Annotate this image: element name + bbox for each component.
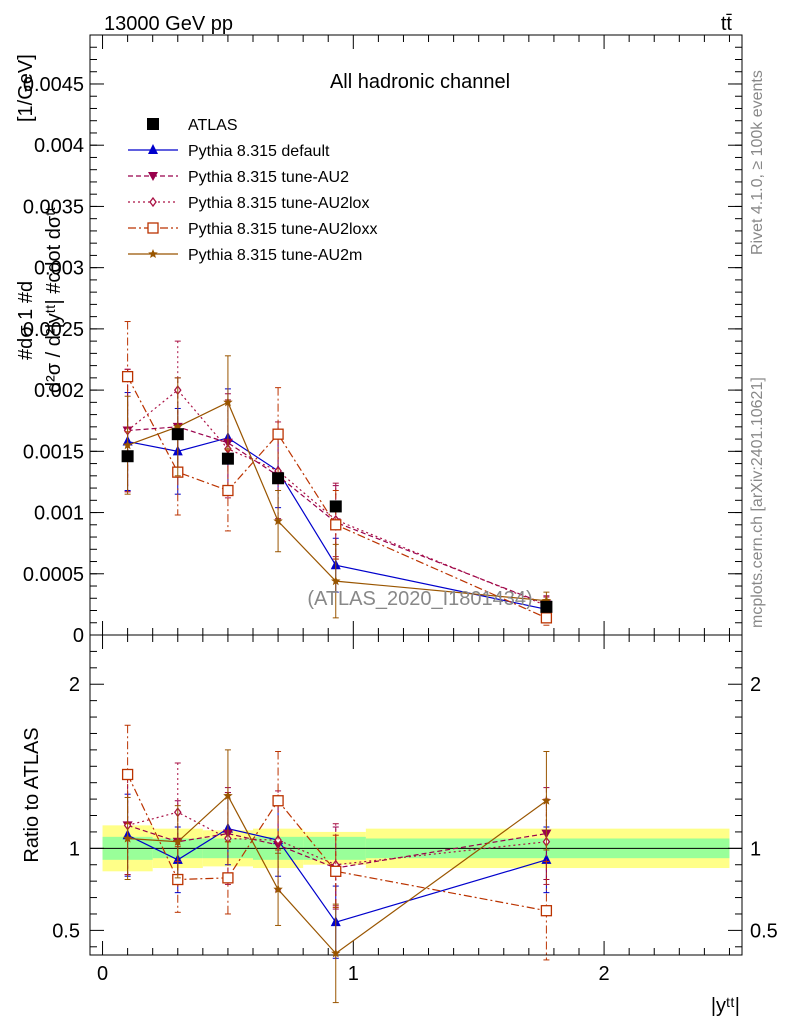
series-4-ratio-point — [121, 768, 134, 781]
series-1-ratio-line — [127, 828, 547, 923]
series-4-point — [121, 370, 134, 383]
series-5-point — [541, 595, 552, 605]
series-5-ratio-point — [173, 836, 183, 846]
y-tick-label: 0.0045 — [23, 74, 84, 96]
series-0-point — [121, 450, 134, 463]
series-5-ratio-line — [127, 794, 547, 955]
x-tick-label: 0 — [97, 963, 108, 985]
series-5-ratio-point — [331, 948, 341, 958]
legend-item: ATLAS — [147, 117, 238, 134]
legend-item: Pythia 8.315 default — [128, 143, 330, 160]
y-tick-label: 0.004 — [34, 135, 84, 157]
series-5-point — [273, 516, 283, 526]
legend-marker — [147, 222, 159, 234]
rivet-label: Rivet 4.1.0, ≥ 100k events — [749, 70, 766, 255]
legend-marker — [149, 196, 157, 208]
x-axis-label: |yᵗᵗ| — [711, 995, 740, 1017]
y-tick-label: 0.002 — [34, 380, 84, 402]
series-4-point — [222, 484, 234, 497]
ratio-plot-frame — [89, 634, 743, 956]
legend-label: Pythia 8.315 tune-AU2m — [188, 247, 362, 264]
series-0-point — [272, 472, 285, 485]
series-0-point — [221, 452, 234, 465]
y-axis-label-main: d²σ / d²|yᵗᵗ| #cdot dσᵗᵗ — [43, 207, 65, 393]
series-4-ratio-point — [272, 795, 284, 807]
site-label: mcplots.cern.ch [arXiv:2401.10621] — [749, 377, 766, 628]
series-0-point — [329, 500, 342, 513]
legend-item: Pythia 8.315 tune-AU2lox — [128, 195, 369, 212]
energy-label: 13000 GeV pp — [104, 13, 233, 35]
ratio-series-layer — [121, 724, 553, 1004]
series-5-point — [331, 576, 341, 586]
series-5-ratio-point — [122, 833, 133, 843]
series-4-ratio-line — [127, 774, 547, 912]
y-tick-label: 0.003 — [34, 258, 84, 280]
y-axis-label: #dσ 1 #d d²σ / d²|yᵗᵗ| #cdot dσᵗᵗ [1/GeV… — [15, 54, 65, 393]
y-axis-label-unit: [1/GeV] — [15, 54, 37, 122]
ratio-tick-label: 2 — [69, 674, 80, 696]
ratio-tick-label-right: 1 — [750, 838, 761, 860]
legend-marker — [147, 118, 159, 130]
legend-label: Pythia 8.315 tune-AU2lox — [188, 195, 369, 212]
series-0-point — [171, 428, 184, 441]
series-3-line — [127, 389, 547, 607]
main-series-layer — [121, 321, 553, 626]
series-5-ratio-point — [541, 795, 552, 805]
y-tick-label: 0.0035 — [23, 196, 84, 218]
series-4-ratio-point — [330, 865, 342, 877]
x-tick-label: 1 — [348, 963, 359, 985]
legend: ATLAS Pythia 8.315 default Pythia 8.315 tu… — [128, 117, 377, 264]
legend-marker — [148, 172, 158, 181]
legend-item: Pythia 8.315 tune-AU2m — [128, 247, 362, 264]
ratio-axis-ticks: 0.5 0.5 1 1 2 2 — [52, 650, 778, 948]
y-tick-label: 0.001 — [34, 503, 84, 525]
series-4-ratio-point — [540, 905, 553, 917]
series-2-line — [127, 426, 547, 605]
series-4-ratio-point — [222, 872, 234, 884]
legend-marker — [148, 144, 158, 154]
series-4-point — [540, 612, 553, 624]
series-4-point — [272, 428, 284, 440]
y-tick-label: 0.0025 — [23, 319, 84, 341]
y-axis-label-sub: #dσ 1 #d — [15, 281, 37, 360]
series-3-ratio-line — [127, 811, 547, 866]
legend-label: Pythia 8.315 tune-AU2loxx — [188, 221, 377, 238]
process-label: tt̄ — [721, 13, 733, 35]
ratio-tick-label-right: 0.5 — [750, 920, 778, 942]
series-5-ratio-point — [273, 884, 283, 894]
series-1-line — [127, 437, 547, 610]
ratio-y-axis-label: Ratio to ATLAS — [21, 727, 43, 862]
legend-item: Pythia 8.315 tune-AU2loxx — [128, 221, 377, 238]
series-0-point — [540, 600, 553, 613]
series-5-point — [223, 397, 233, 407]
series-5-line — [127, 401, 547, 602]
y-tick-label: 0.0015 — [23, 441, 84, 463]
series-2-ratio-point — [273, 841, 284, 851]
legend-label: Pythia 8.315 default — [188, 143, 330, 160]
legend-item: Pythia 8.315 tune-AU2 — [128, 169, 349, 186]
main-axis-ticks: 0 0.0005 0.001 0.0015 0.002 0.0025 0.003 0.0035… — [23, 35, 742, 985]
analysis-label: (ATLAS_2020_I1801434) — [307, 588, 532, 610]
ratio-tick-label-right: 2 — [750, 674, 761, 696]
y-tick-label: 0 — [73, 625, 84, 647]
legend-marker — [148, 249, 158, 258]
ratio-tick-label: 0.5 — [52, 920, 80, 942]
ratio-tick-label: 1 — [69, 838, 80, 860]
x-tick-label: 2 — [599, 963, 610, 985]
series-5-ratio-point — [223, 790, 233, 800]
chart-title: All hadronic channel — [330, 71, 510, 93]
legend-label: Pythia 8.315 tune-AU2 — [188, 169, 349, 186]
series-4-point — [330, 519, 342, 531]
y-tick-label: 0.0005 — [23, 564, 84, 586]
series-5-point — [122, 440, 133, 450]
legend-label: ATLAS — [188, 117, 238, 134]
